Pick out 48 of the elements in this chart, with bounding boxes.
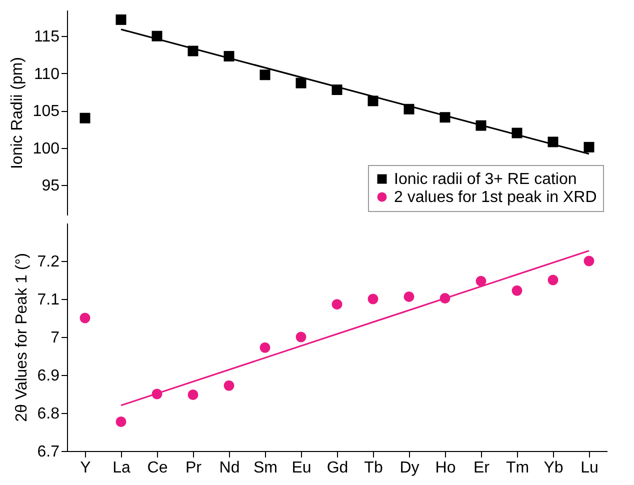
point bbox=[188, 390, 198, 400]
point bbox=[512, 285, 522, 296]
point bbox=[260, 70, 270, 80]
point bbox=[260, 342, 270, 353]
x-tick-label: Dy bbox=[400, 460, 420, 476]
legend-label: Ionic radii of 3+ RE cation bbox=[394, 171, 577, 188]
y-tick-label: 6.8 bbox=[37, 406, 60, 422]
legend-label: 2 values for 1st peak in XRD bbox=[394, 189, 597, 206]
x-tick-label: Tb bbox=[364, 460, 383, 476]
point bbox=[80, 112, 90, 124]
point bbox=[116, 14, 126, 25]
point bbox=[332, 299, 342, 310]
point bbox=[476, 276, 486, 286]
y-tick-label: 100 bbox=[32, 140, 60, 158]
y-tick-label: 6.9 bbox=[37, 368, 60, 384]
y-tick-label: 6.7 bbox=[37, 444, 60, 460]
point bbox=[368, 294, 378, 304]
x-tick-label: La bbox=[112, 460, 130, 476]
x-tick-label: Gd bbox=[326, 460, 348, 476]
x-tick-label: Er bbox=[474, 460, 490, 476]
y-tick-label: 115 bbox=[34, 28, 60, 46]
point bbox=[296, 78, 306, 88]
x-tick-label: Yb bbox=[544, 460, 564, 476]
point bbox=[404, 291, 414, 302]
point bbox=[224, 380, 234, 391]
y-tick-label: 95 bbox=[42, 178, 60, 195]
y-tick-label: 7.1 bbox=[37, 292, 60, 308]
y-tick-label: 105 bbox=[32, 103, 60, 120]
x-tick-label: Y bbox=[80, 460, 92, 476]
point bbox=[296, 332, 306, 342]
y-axis-title: 2θ Values for Peak 1 (°) bbox=[13, 253, 30, 422]
point bbox=[548, 274, 558, 286]
x-tick-label: Nd bbox=[219, 460, 240, 476]
point bbox=[584, 256, 594, 266]
point bbox=[584, 142, 594, 152]
x-tick-label: Ce bbox=[147, 460, 168, 476]
y-tick-label: 110 bbox=[34, 66, 60, 83]
point bbox=[116, 416, 126, 427]
x-tick-label: Ho bbox=[435, 460, 456, 476]
point bbox=[80, 312, 90, 324]
y-tick-label: 7 bbox=[50, 330, 60, 346]
x-tick-label: Tm bbox=[506, 460, 530, 476]
x-tick-label: Sm bbox=[254, 460, 278, 476]
y-tick-label: 7.2 bbox=[37, 254, 60, 270]
x-tick-label: Pr bbox=[186, 460, 202, 476]
x-tick-label: Lu bbox=[580, 460, 598, 476]
x-tick-label: Eu bbox=[292, 460, 312, 476]
y-axis-title: Ionic Radii (pm) bbox=[8, 56, 26, 170]
